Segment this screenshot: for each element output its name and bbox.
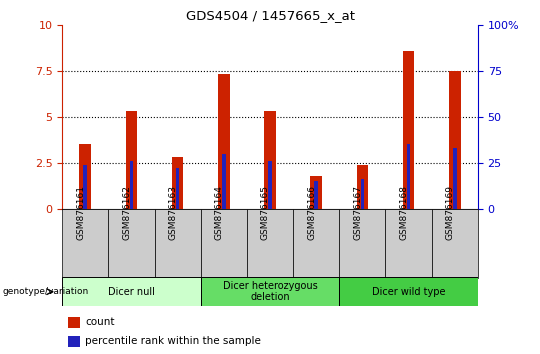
Bar — [449, 71, 461, 209]
FancyBboxPatch shape — [339, 209, 386, 278]
Text: GSM876164: GSM876164 — [215, 185, 224, 240]
FancyBboxPatch shape — [386, 209, 431, 278]
FancyBboxPatch shape — [201, 277, 339, 306]
Text: Dicer wild type: Dicer wild type — [372, 287, 445, 297]
Bar — [361, 179, 365, 209]
Bar — [68, 317, 79, 328]
FancyBboxPatch shape — [154, 209, 201, 278]
Text: GSM876161: GSM876161 — [76, 185, 85, 240]
Text: GSM876167: GSM876167 — [353, 185, 362, 240]
FancyBboxPatch shape — [62, 277, 201, 306]
Bar — [310, 176, 322, 209]
Bar — [176, 169, 179, 209]
Bar — [218, 74, 230, 209]
FancyBboxPatch shape — [339, 277, 478, 306]
FancyBboxPatch shape — [293, 209, 339, 278]
Bar — [222, 154, 226, 209]
Text: count: count — [85, 318, 115, 327]
Text: percentile rank within the sample: percentile rank within the sample — [85, 336, 261, 346]
Text: GSM876166: GSM876166 — [307, 185, 316, 240]
Bar — [68, 336, 79, 347]
Bar — [126, 111, 137, 209]
Bar — [403, 51, 414, 209]
Bar — [268, 161, 272, 209]
Text: GSM876168: GSM876168 — [400, 185, 409, 240]
FancyBboxPatch shape — [201, 209, 247, 278]
FancyBboxPatch shape — [431, 209, 478, 278]
Bar — [130, 161, 133, 209]
Text: GSM876169: GSM876169 — [446, 185, 455, 240]
Text: GSM876162: GSM876162 — [123, 185, 131, 240]
Text: GSM876165: GSM876165 — [261, 185, 270, 240]
FancyBboxPatch shape — [62, 209, 109, 278]
Text: Dicer null: Dicer null — [108, 287, 155, 297]
FancyBboxPatch shape — [109, 209, 154, 278]
Bar — [79, 144, 91, 209]
Text: GSM876163: GSM876163 — [168, 185, 178, 240]
FancyBboxPatch shape — [247, 209, 293, 278]
Bar — [314, 181, 318, 209]
Text: genotype/variation: genotype/variation — [3, 287, 89, 296]
Bar — [407, 144, 410, 209]
Text: Dicer heterozygous
deletion: Dicer heterozygous deletion — [222, 281, 318, 303]
Text: GDS4504 / 1457665_x_at: GDS4504 / 1457665_x_at — [186, 9, 354, 22]
Bar — [172, 157, 184, 209]
Bar — [83, 165, 87, 209]
Bar — [264, 111, 276, 209]
Bar — [453, 148, 457, 209]
Bar — [356, 165, 368, 209]
